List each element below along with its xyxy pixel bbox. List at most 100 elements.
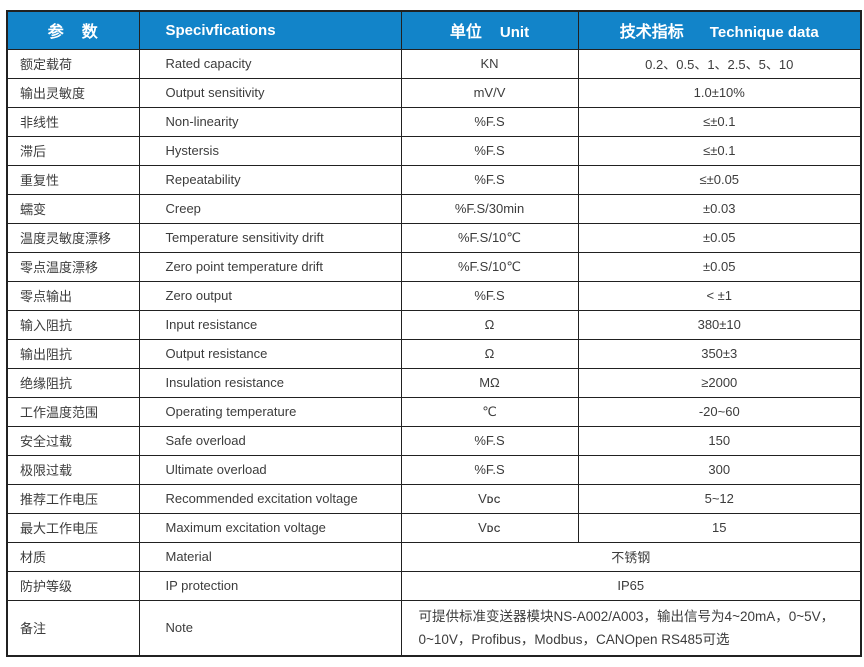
table-row: 输出阻抗 Output resistance Ω 350±3 <box>6 338 862 369</box>
table-row: 最大工作电压 Maximum excitation voltage VDC 15 <box>6 512 862 543</box>
spec-cell: Zero output <box>138 280 402 311</box>
param-cell: 备注 <box>6 599 140 657</box>
unit-cell: VDC <box>400 483 579 514</box>
spec-cell: Recommended excitation voltage <box>138 483 402 514</box>
unit-cell: MΩ <box>400 367 579 398</box>
param-cell: 温度灵敏度漂移 <box>6 222 140 253</box>
table-row: 额定载荷 Rated capacity KN 0.2、0.5、1、2.5、5、10 <box>6 48 862 79</box>
unit-cell: %F.S <box>400 106 579 137</box>
param-cell: 工作温度范围 <box>6 396 140 427</box>
param-cell: 蠕变 <box>6 193 140 224</box>
param-cell: 滞后 <box>6 135 140 166</box>
unit-cell: ℃ <box>400 396 579 427</box>
header-unit: 单位 Unit <box>400 10 579 50</box>
table-row: 输入阻抗 Input resistance Ω 380±10 <box>6 309 862 340</box>
unit-cell: Ω <box>400 338 579 369</box>
value-cell: 5~12 <box>577 483 862 514</box>
spec-cell: Creep <box>138 193 402 224</box>
unit-cell: %F.S/30min <box>400 193 579 224</box>
value-cell: 350±3 <box>577 338 862 369</box>
value-cell: ≤±0.1 <box>577 106 862 137</box>
spec-cell: Output resistance <box>138 338 402 369</box>
value-cell: 150 <box>577 425 862 456</box>
value-cell: ±0.05 <box>577 251 862 282</box>
table-row: 推荐工作电压 Recommended excitation voltage VDC 5… <box>6 483 862 514</box>
param-cell: 安全过载 <box>6 425 140 456</box>
table-row: 滞后 Hystersis %F.S ≤±0.1 <box>6 135 862 166</box>
table-row: 安全过载 Safe overload %F.S 150 <box>6 425 862 456</box>
table-row: 防护等级 IP protection IP65 <box>6 570 862 601</box>
param-cell: 零点温度漂移 <box>6 251 140 282</box>
spec-cell: IP protection <box>138 570 402 601</box>
unit-cell: %F.S <box>400 425 579 456</box>
value-cell: 380±10 <box>577 309 862 340</box>
note-cell: 可提供标准变送器模块NS-A002/A003，输出信号为4~20mA，0~5V，… <box>400 599 862 657</box>
value-cell: ≤±0.05 <box>577 164 862 195</box>
param-cell: 推荐工作电压 <box>6 483 140 514</box>
unit-cell: %F.S <box>400 164 579 195</box>
table-row: 输出灵敏度 Output sensitivity mV/V 1.0±10% <box>6 77 862 108</box>
spec-cell: Insulation resistance <box>138 367 402 398</box>
note-line: 可提供标准变送器模块NS-A002/A003，输出信号为4~20mA，0~5V， <box>418 608 835 624</box>
param-cell: 非线性 <box>6 106 140 137</box>
table-row: 材质 Material 不锈钢 <box>6 541 862 572</box>
table-row: 零点输出 Zero output %F.S < ±1 <box>6 280 862 311</box>
value-cell: ≥2000 <box>577 367 862 398</box>
unit-cell: mV/V <box>400 77 579 108</box>
value-cell: ±0.03 <box>577 193 862 224</box>
spec-table: 参 数 Specivfications 单位 Unit 技术指标 Technique… <box>6 10 862 657</box>
header-unit-zh: 单位 <box>449 24 482 42</box>
param-cell: 输出灵敏度 <box>6 77 140 108</box>
param-cell: 输入阻抗 <box>6 309 140 340</box>
table-row: 非线性 Non-linearity %F.S ≤±0.1 <box>6 106 862 137</box>
spec-cell: Temperature sensitivity drift <box>138 222 402 253</box>
value-cell: -20~60 <box>577 396 862 427</box>
unit-cell: Ω <box>400 309 579 340</box>
param-cell: 极限过载 <box>6 454 140 485</box>
spec-cell: Output sensitivity <box>138 77 402 108</box>
header-row: 参 数 Specivfications 单位 Unit 技术指标 Technique… <box>6 10 862 50</box>
table-row: 工作温度范围 Operating temperature ℃ -20~60 <box>6 396 862 427</box>
unit-subscript: DC <box>486 495 501 505</box>
param-cell: 绝缘阻抗 <box>6 367 140 398</box>
header-technique-data: 技术指标 Technique data <box>577 10 862 50</box>
header-param: 参 数 <box>6 10 140 50</box>
value-cell: 15 <box>577 512 862 543</box>
param-cell: 重复性 <box>6 164 140 195</box>
table-row: 蠕变 Creep %F.S/30min ±0.03 <box>6 193 862 224</box>
table-row: 备注 Note 可提供标准变送器模块NS-A002/A003，输出信号为4~20mA… <box>6 599 862 657</box>
header-specifications: Specivfications <box>138 10 402 50</box>
spec-cell: Repeatability <box>138 164 402 195</box>
table-row: 零点温度漂移 Zero point temperature drift %F.S/1… <box>6 251 862 282</box>
spec-cell: Safe overload <box>138 425 402 456</box>
header-unit-en: Unit <box>499 24 530 42</box>
table-row: 温度灵敏度漂移 Temperature sensitivity drift %F.S… <box>6 222 862 253</box>
unit-cell: %F.S/10℃ <box>400 251 579 282</box>
spec-cell: Note <box>138 599 402 657</box>
value-cell: 1.0±10% <box>577 77 862 108</box>
param-cell: 零点输出 <box>6 280 140 311</box>
unit-cell: KN <box>400 48 579 79</box>
unit-cell: %F.S <box>400 280 579 311</box>
table-row: 极限过载 Ultimate overload %F.S 300 <box>6 454 862 485</box>
value-cell: ≤±0.1 <box>577 135 862 166</box>
param-cell: 额定载荷 <box>6 48 140 79</box>
spec-cell: Ultimate overload <box>138 454 402 485</box>
note-line: 0~10V，Profibus，Modbus，CANOpen RS485可选 <box>418 631 730 647</box>
spec-cell: Input resistance <box>138 309 402 340</box>
spec-cell: Rated capacity <box>138 48 402 79</box>
table-row: 绝缘阻抗 Insulation resistance MΩ ≥2000 <box>6 367 862 398</box>
value-cell: 300 <box>577 454 862 485</box>
spec-cell: Operating temperature <box>138 396 402 427</box>
param-cell: 输出阻抗 <box>6 338 140 369</box>
table-row: 重复性 Repeatability %F.S ≤±0.05 <box>6 164 862 195</box>
unit-cell: %F.S/10℃ <box>400 222 579 253</box>
unit-cell: %F.S <box>400 135 579 166</box>
unit-cell: VDC <box>400 512 579 543</box>
header-tech-en: Technique data <box>709 24 819 42</box>
header-tech-zh: 技术指标 <box>619 24 684 42</box>
unit-cell: %F.S <box>400 454 579 485</box>
spec-table-body: 额定载荷 Rated capacity KN 0.2、0.5、1、2.5、5、10 输出… <box>6 48 862 657</box>
spec-cell: Hystersis <box>138 135 402 166</box>
unit-subscript: DC <box>486 524 501 534</box>
